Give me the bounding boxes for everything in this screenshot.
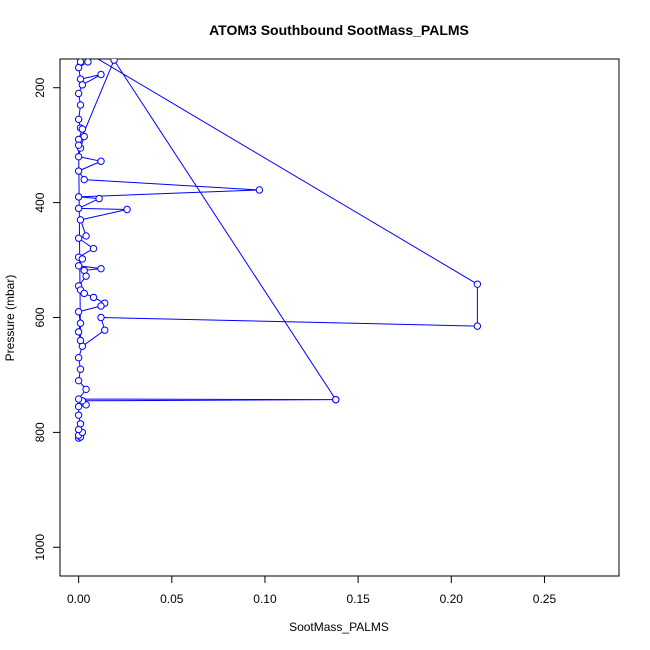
data-point: [89, 244, 98, 253]
data-point: [74, 141, 83, 149]
series-line: [77, 59, 478, 439]
data-point: [74, 395, 83, 403]
data-point: [74, 193, 83, 201]
data-point: [110, 59, 118, 64]
data-point: [80, 175, 88, 184]
plot-frame: [59, 58, 620, 577]
x-tick-label: 0.10: [253, 592, 277, 606]
data-point: [97, 302, 105, 310]
data-point: [74, 63, 83, 72]
x-tick-label: 0.05: [160, 592, 184, 606]
data-point: [74, 234, 83, 242]
data-point: [76, 101, 85, 109]
data-point: [74, 354, 83, 362]
data-point: [74, 376, 83, 385]
data-point: [74, 204, 83, 213]
data-point: [76, 420, 85, 428]
data-point: [76, 365, 85, 373]
data-point: [97, 313, 105, 322]
y-tick-label: 800: [33, 422, 47, 442]
data-point: [84, 59, 92, 66]
data-point: [74, 411, 83, 419]
data-point: [74, 115, 83, 124]
data-point: [74, 308, 83, 316]
x-tick-label: 0.25: [533, 592, 557, 606]
x-tick-label: 0.20: [440, 592, 464, 606]
y-tick-label: 600: [33, 307, 47, 327]
data-point: [97, 70, 105, 79]
data-point: [76, 336, 85, 345]
data-point: [80, 289, 88, 298]
data-point: [332, 395, 340, 404]
y-axis-label: Pressure (mbar): [3, 275, 17, 362]
chart-title: ATOM3 Southbound SootMass_PALMS: [209, 22, 469, 38]
y-tick-label: 400: [33, 192, 47, 212]
data-point: [78, 255, 87, 263]
y-tick-label: 1000: [33, 534, 47, 561]
data-point: [89, 293, 98, 302]
data-point: [74, 402, 83, 411]
data-point: [95, 194, 103, 203]
data-point: [78, 125, 87, 133]
data-point: [74, 89, 83, 98]
data-point: [97, 264, 105, 273]
plot-area: [74, 44, 482, 442]
x-axis-label: SootMass_PALMS: [289, 620, 389, 634]
y-tick-label: 200: [33, 77, 47, 97]
x-axis: 0.00 0.05 0.10 0.15 0.20 0.25: [67, 575, 557, 606]
data-point: [76, 216, 85, 224]
data-point: [123, 205, 131, 214]
data-point: [74, 328, 83, 336]
data-point: [74, 167, 83, 175]
data-point: [255, 186, 264, 194]
data-point: [80, 132, 88, 141]
data-point: [82, 232, 90, 240]
data-point: [74, 262, 83, 270]
data-point: [82, 385, 90, 394]
data-point: [97, 157, 105, 165]
data-point: [76, 319, 85, 327]
data-point: [82, 272, 90, 280]
data-point: [79, 50, 85, 56]
x-tick-label: 0.00: [67, 592, 91, 606]
x-tick-label: 0.15: [346, 592, 370, 606]
data-point: [74, 152, 83, 161]
data-point: [78, 81, 87, 89]
data-point: [473, 280, 482, 288]
data-point: [101, 326, 109, 334]
y-axis: 200 400 600 800 1000: [33, 77, 61, 561]
data-point: [473, 322, 482, 330]
data-point: [75, 44, 81, 50]
